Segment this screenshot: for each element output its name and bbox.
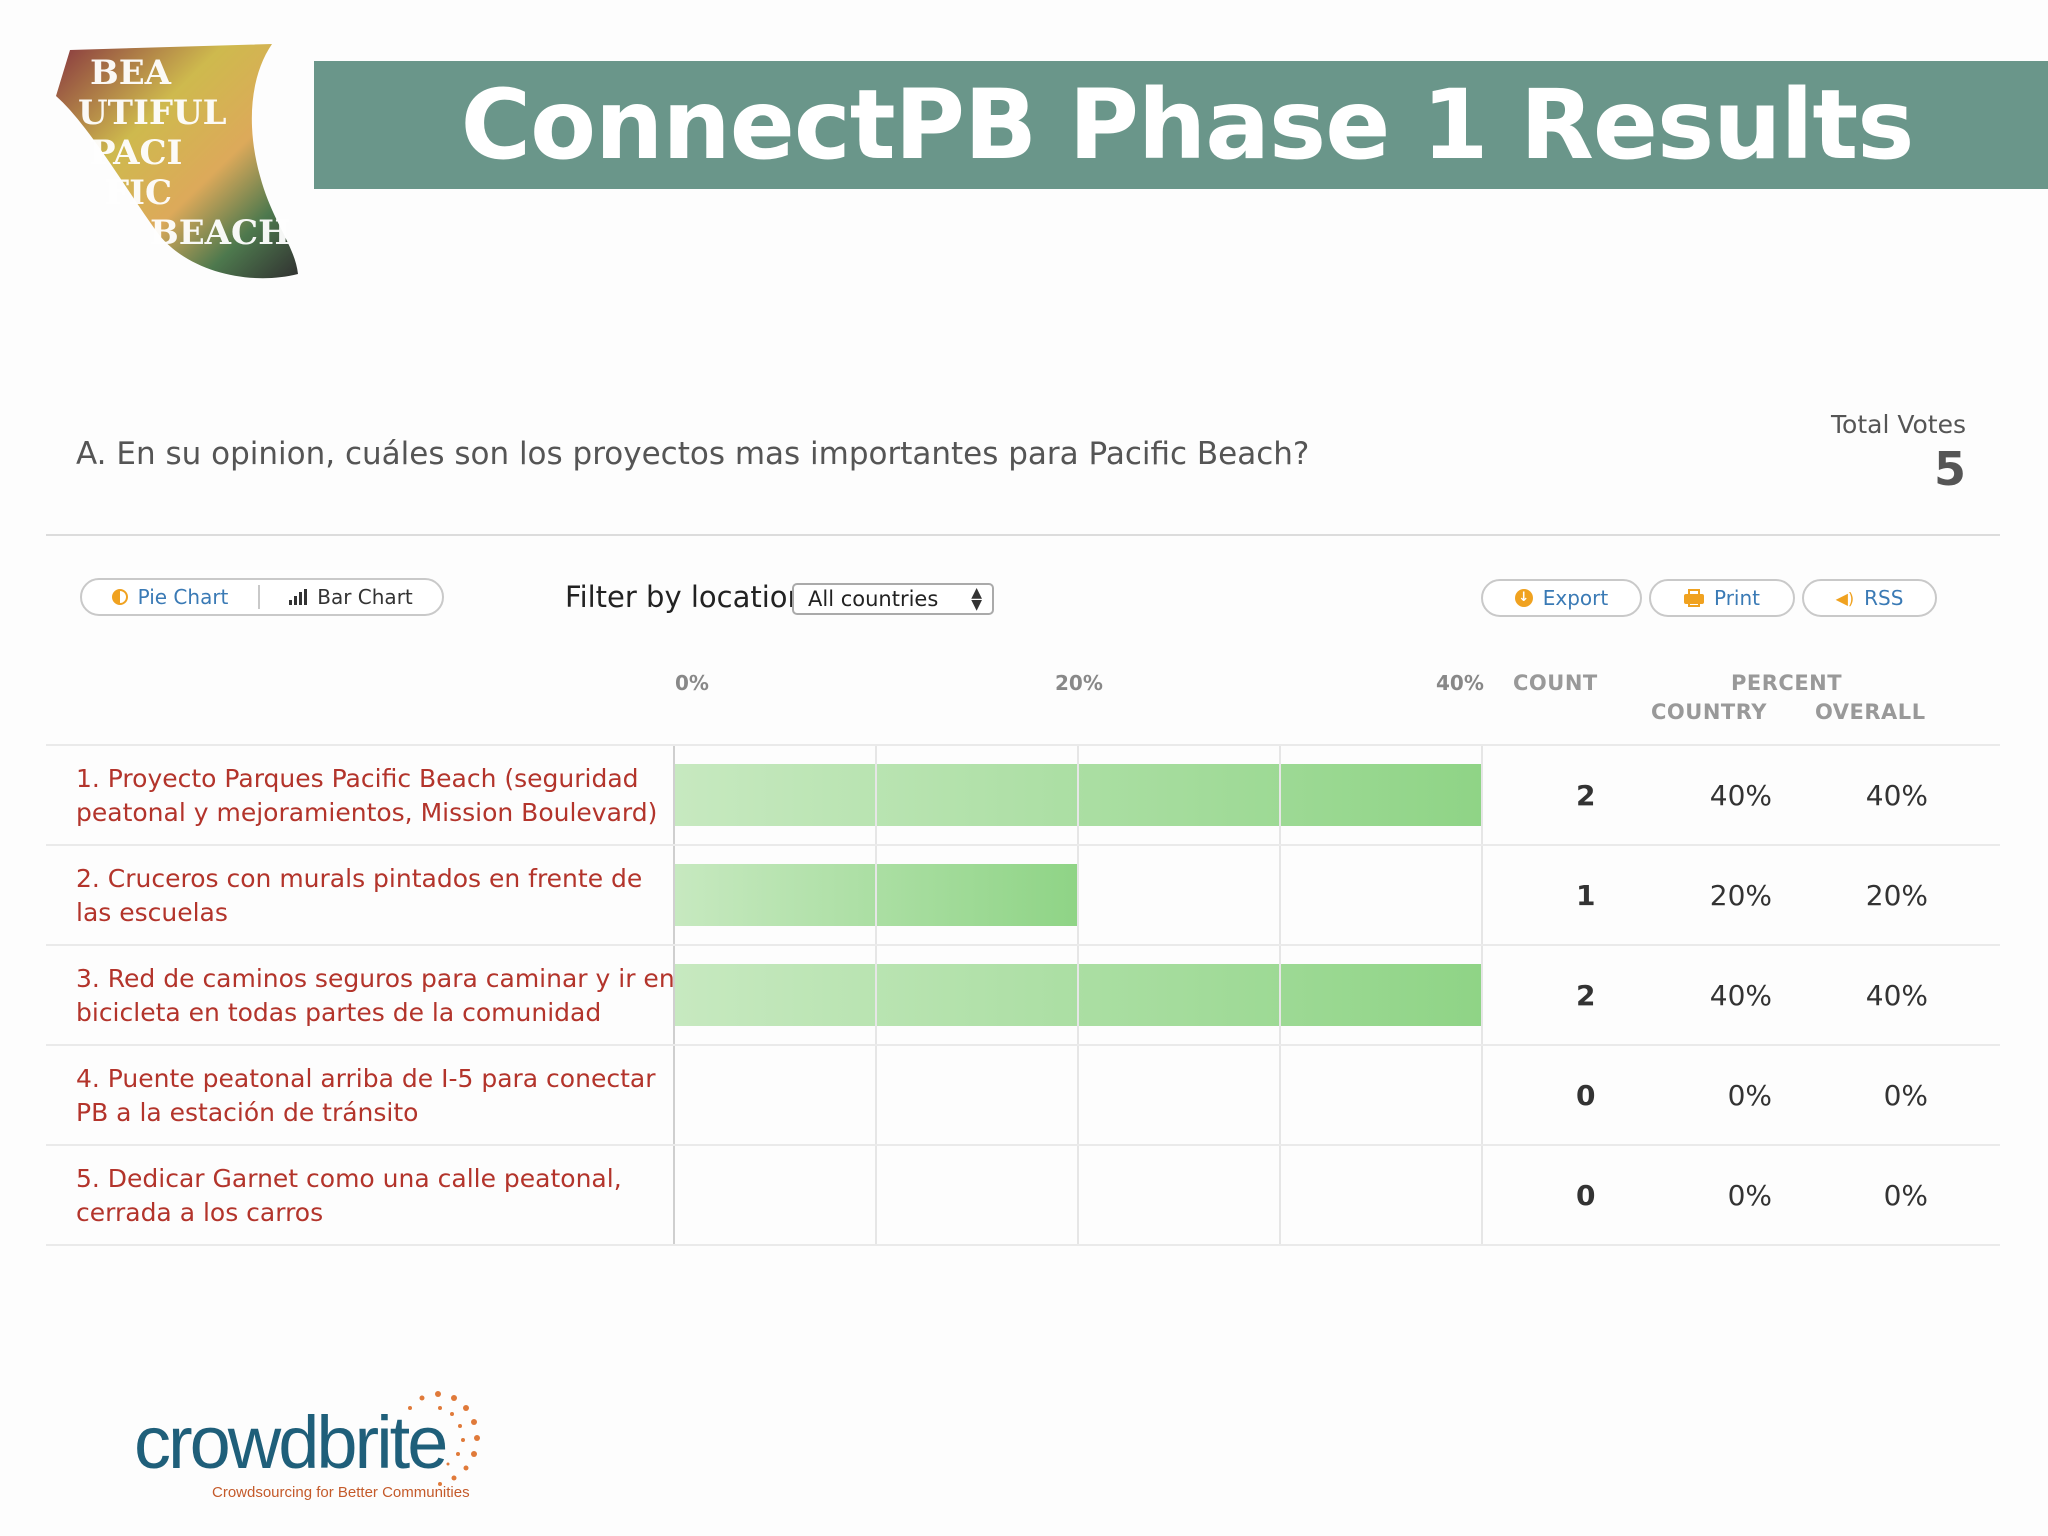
page-title: ConnectPB Phase 1 Results <box>460 69 1915 181</box>
row-country: 40% <box>1709 778 1772 812</box>
table-row: 3. Red de caminos seguros para caminar y… <box>46 944 2000 1044</box>
location-select[interactable]: All countries ▲ ▼ <box>792 583 994 615</box>
filter-label: Filter by location <box>565 580 806 614</box>
question-text: A. En su opinion, cuáles son los proyect… <box>76 436 1310 472</box>
crowdbrite-logo: crowdbrite Crowdsourcing for Better Comm… <box>130 1380 510 1510</box>
gridline <box>1077 846 1079 944</box>
rss-button[interactable]: ◀) RSS <box>1802 579 1937 617</box>
gridline <box>673 846 675 944</box>
bar-area <box>673 846 1483 944</box>
row-count: 1 <box>1576 878 1596 912</box>
gridline <box>1481 946 1483 1044</box>
row-count: 0 <box>1576 1078 1596 1112</box>
pie-chart-icon <box>111 589 128 605</box>
rss-label: RSS <box>1864 586 1904 610</box>
pie-chart-label: Pie Chart <box>137 585 229 609</box>
svg-text:UTIFUL: UTIFUL <box>78 93 227 133</box>
bar-area <box>673 1046 1483 1144</box>
table-row: 2. Cruceros con murals pintados en frent… <box>46 844 2000 944</box>
svg-text:BEA: BEA <box>90 53 172 93</box>
gridline <box>1481 746 1483 844</box>
overall-header: OVERALL <box>1815 700 1926 724</box>
bar-chart-button[interactable]: Bar Chart <box>260 580 442 614</box>
row-overall: 20% <box>1865 878 1928 912</box>
gridline <box>875 846 877 944</box>
gridline <box>1279 846 1281 944</box>
total-votes-value: 5 <box>1933 442 1966 496</box>
row-label[interactable]: 1. Proyecto Parques Pacific Beach (segur… <box>76 764 658 827</box>
gridline <box>1077 746 1079 844</box>
row-label[interactable]: 3. Red de caminos seguros para caminar y… <box>76 964 675 1027</box>
row-overall: 0% <box>1883 1178 1928 1212</box>
svg-text:FIC: FIC <box>105 173 172 213</box>
table-row: 5. Dedicar Garnet como una calle peatona… <box>46 1144 2000 1246</box>
gridline <box>673 1146 675 1244</box>
crowdbrite-wordmark: crowdbrite <box>134 1401 448 1484</box>
count-header: COUNT <box>1513 671 1598 695</box>
row-country: 0% <box>1727 1178 1772 1212</box>
export-label: Export <box>1542 586 1609 610</box>
divider <box>46 534 2000 536</box>
gridline <box>1077 1146 1079 1244</box>
table-row: 4. Puente peatonal arriba de I-5 para co… <box>46 1044 2000 1144</box>
bar-chart-icon <box>289 589 308 605</box>
percent-header: PERCENT <box>1731 671 1843 695</box>
export-icon: ↓ <box>1514 589 1533 607</box>
gridline <box>1279 1046 1281 1144</box>
gridline <box>1077 946 1079 1044</box>
gridline <box>1077 1046 1079 1144</box>
gridline <box>1279 1146 1281 1244</box>
svg-text:BEACH: BEACH <box>150 213 290 253</box>
gridline <box>1481 1046 1483 1144</box>
axis-tick-40: 40% <box>1436 671 1484 695</box>
country-header: COUNTRY <box>1651 700 1767 724</box>
gridline <box>1481 1146 1483 1244</box>
gridline <box>1481 846 1483 944</box>
row-label[interactable]: 4. Puente peatonal arriba de I-5 para co… <box>76 1064 656 1127</box>
crowdbrite-tagline: Crowdsourcing for Better Communities <box>212 1484 470 1501</box>
crowdbrite-burst-icon <box>408 1391 480 1486</box>
total-votes-label: Total Votes <box>1831 410 1966 439</box>
bar-area <box>673 1146 1483 1244</box>
gridline <box>1279 746 1281 844</box>
row-country: 0% <box>1727 1078 1772 1112</box>
gridline <box>875 746 877 844</box>
bar-area <box>673 946 1483 1044</box>
location-selected-value: All countries <box>808 587 939 611</box>
results-table: 1. Proyecto Parques Pacific Beach (segur… <box>46 744 2000 1246</box>
chart-type-toggle: Pie Chart Bar Chart <box>80 578 444 616</box>
row-label[interactable]: 2. Cruceros con murals pintados en frent… <box>76 864 643 927</box>
row-overall: 40% <box>1865 778 1928 812</box>
axis-tick-0: 0% <box>675 671 709 695</box>
row-country: 40% <box>1709 978 1772 1012</box>
gridline <box>673 946 675 1044</box>
axis-tick-20: 20% <box>1055 671 1103 695</box>
gridline <box>875 946 877 1044</box>
bar-chart-label: Bar Chart <box>317 585 413 609</box>
rss-icon: ◀) <box>1835 588 1855 608</box>
beautiful-pacific-beach-logo: BEA UTIFUL PACI FIC BEACH <box>56 44 298 279</box>
print-label: Print <box>1713 586 1760 610</box>
row-count: 2 <box>1576 978 1596 1012</box>
print-button[interactable]: Print <box>1649 579 1795 617</box>
export-button[interactable]: ↓ Export <box>1481 579 1642 617</box>
printer-icon <box>1683 589 1704 607</box>
gridline <box>875 1046 877 1144</box>
row-label[interactable]: 5. Dedicar Garnet como una calle peatona… <box>76 1164 622 1227</box>
row-country: 20% <box>1709 878 1772 912</box>
row-count: 2 <box>1576 778 1596 812</box>
gridline <box>1279 946 1281 1044</box>
select-arrows-icon: ▲ ▼ <box>971 585 982 613</box>
svg-text:PACI: PACI <box>90 133 182 173</box>
gridline <box>875 1146 877 1244</box>
pie-chart-button[interactable]: Pie Chart <box>82 585 260 609</box>
row-overall: 40% <box>1865 978 1928 1012</box>
row-count: 0 <box>1576 1178 1596 1212</box>
bar-area <box>673 746 1483 844</box>
gridline <box>673 1046 675 1144</box>
gridline <box>673 746 675 844</box>
title-banner: ConnectPB Phase 1 Results <box>314 61 2048 189</box>
table-row: 1. Proyecto Parques Pacific Beach (segur… <box>46 744 2000 844</box>
row-overall: 0% <box>1883 1078 1928 1112</box>
